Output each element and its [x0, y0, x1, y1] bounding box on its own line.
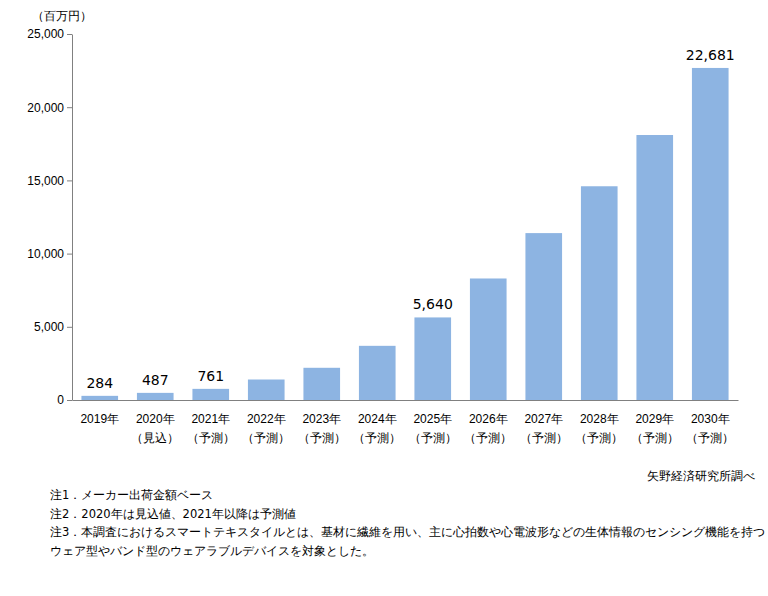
data-label: 5,640: [413, 296, 453, 312]
x-axis: 2019年 2020年（見込）2021年（予測）2022年（予測）2023年（予測…: [73, 400, 739, 445]
x-tick: 2022年（予測）: [242, 400, 290, 445]
x-tick: 2029年（予測）: [631, 400, 679, 445]
x-tick: 2026年（予測）: [464, 400, 512, 445]
y-tick: 10,000: [27, 247, 72, 261]
x-tick: 2027年（予測）: [520, 400, 568, 445]
data-labels: 284 487 761 5,640 22,681: [86, 47, 734, 391]
y-tick-label: 25,000: [27, 27, 64, 41]
y-tick-mark: [67, 180, 72, 181]
y-tick-label: 5,000: [34, 320, 64, 334]
y-tick-mark: [67, 327, 72, 328]
y-axis-line: [72, 35, 73, 401]
x-tick-label: 2025年（予測）: [409, 412, 457, 445]
y-tick: 5,000: [34, 320, 72, 334]
y-axis-title: （百万円）: [32, 9, 92, 23]
x-tick-label: 2021年（予測）: [187, 412, 235, 445]
x-tick: 2019年: [80, 400, 119, 426]
bar: [636, 135, 673, 400]
notes: 注1．メーカー出荷金額ベース注2．2020年は見込値、2021年以降は予測値注3…: [50, 488, 765, 558]
source: 矢野経済研究所調べ: [647, 469, 755, 483]
x-tick: 2030年（予測）: [686, 400, 734, 445]
x-tick: 2023年（予測）: [298, 400, 346, 445]
y-tick-mark: [67, 34, 72, 35]
bars: [81, 68, 728, 400]
data-label: 487: [142, 372, 169, 388]
y-tick: 0: [57, 393, 72, 407]
y-axis: 0 5,000 10,000 15,000 20,000 25,000: [27, 27, 72, 407]
x-tick-label: 2020年（見込）: [131, 412, 179, 445]
y-tick: 20,000: [27, 101, 72, 115]
bar: [81, 396, 118, 400]
y-tick: 25,000: [27, 27, 72, 41]
x-tick-label: 2019年: [80, 412, 119, 426]
x-tick: 2028年（予測）: [575, 400, 623, 445]
y-tick-label: 10,000: [27, 247, 64, 261]
x-tick: 2025年（予測）: [409, 400, 457, 445]
bar: [359, 346, 396, 400]
x-tick: 2021年（予測）: [187, 400, 235, 445]
y-tick-label: 20,000: [27, 101, 64, 115]
data-label: 284: [86, 375, 113, 391]
bar: [248, 380, 285, 400]
y-tick-label: 0: [57, 393, 64, 407]
bar: [303, 368, 340, 400]
y-tick-mark: [67, 254, 72, 255]
note: 注1．メーカー出荷金額ベース: [50, 488, 213, 502]
bar: [692, 68, 729, 400]
y-tick-mark: [67, 107, 72, 108]
x-tick-label: 2022年（予測）: [242, 412, 290, 445]
bar: [581, 186, 618, 400]
note: ウェア型やバンド型のウェアラブルデバイスを対象とした。: [50, 544, 374, 558]
x-axis-line: [73, 400, 739, 401]
note: 注2．2020年は見込値、2021年以降は予測値: [50, 507, 296, 521]
data-label: 22,681: [686, 47, 735, 63]
bar: [414, 317, 451, 400]
bar: [525, 233, 562, 400]
x-tick-label: 2024年（予測）: [353, 412, 401, 445]
bar: [137, 393, 174, 400]
x-tick-label: 2026年（予測）: [464, 412, 512, 445]
y-tick-label: 15,000: [27, 174, 64, 188]
x-tick-label: 2030年（予測）: [686, 412, 734, 445]
x-tick-label: 2023年（予測）: [298, 412, 346, 445]
x-tick-label: 2027年（予測）: [520, 412, 568, 445]
bar: [470, 278, 507, 400]
chart: 0 5,000 10,000 15,000 20,000 25,000 2019年 2020年…: [0, 0, 768, 596]
bar: [192, 389, 229, 400]
note: 注3．本調査におけるスマートテキスタイルとは、基材に繊維を用い、主に心拍数や心電…: [50, 525, 765, 539]
x-tick-label: 2029年（予測）: [631, 412, 679, 445]
data-label: 761: [197, 368, 224, 384]
x-tick: 2024年（予測）: [353, 400, 401, 445]
x-tick: 2020年（見込）: [131, 400, 179, 445]
y-tick-mark: [67, 400, 72, 401]
x-tick-label: 2028年（予測）: [575, 412, 623, 445]
y-tick: 15,000: [27, 174, 72, 188]
